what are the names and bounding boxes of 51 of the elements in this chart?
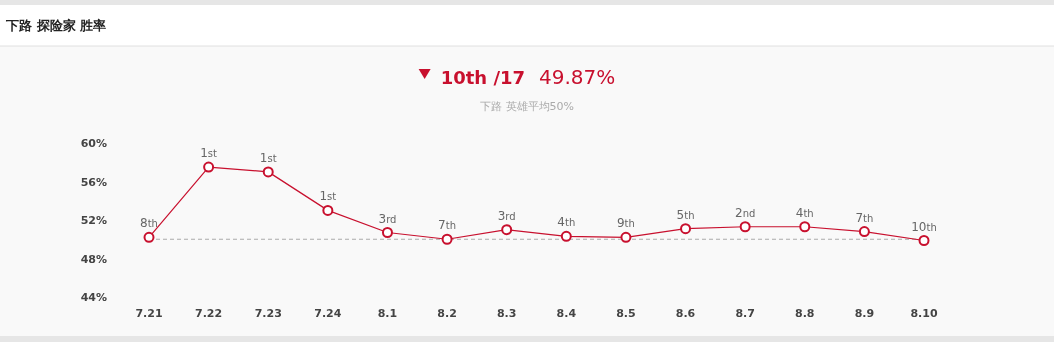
annotation: 10th [911, 219, 937, 234]
annotation: 2nd [734, 205, 756, 220]
point [799, 221, 811, 233]
x-tick-label: 7.21 [135, 307, 163, 320]
x-tick-label: 8.5 [616, 307, 636, 320]
y-tick-label: 56% [80, 175, 107, 189]
annotation: 4th [795, 205, 814, 220]
annotation: 8th [140, 216, 158, 231]
x-tick-label: 8.2 [437, 307, 457, 320]
annotation: 3rd [497, 208, 516, 223]
annotation: 1st [259, 150, 277, 165]
point [143, 231, 155, 243]
point [441, 233, 453, 245]
point [262, 166, 274, 178]
annotation: 7th [438, 218, 457, 233]
annotation: 4th [557, 215, 576, 230]
y-tick-label: 48% [80, 252, 107, 266]
x-tick-label: 8.1 [377, 307, 398, 320]
x-tick-label: 8.7 [735, 307, 755, 320]
annotation: 1st [200, 146, 218, 161]
point [381, 227, 393, 239]
point [203, 161, 215, 173]
y-tick-label: 52% [80, 214, 107, 227]
point [560, 230, 572, 242]
chart-title: 下路 探险家 胜率 [5, 18, 107, 33]
text: 49.87% [539, 65, 616, 89]
y-tick-label: 44% [80, 291, 107, 304]
x-tick-label: 8.8 [795, 307, 815, 320]
x-tick-label: 7.22 [195, 307, 223, 320]
x-tick-label: 8.4 [556, 307, 577, 320]
point [322, 204, 334, 216]
text: 10th /17 [440, 67, 525, 88]
annotation: 3rd [378, 211, 397, 226]
chart-subtitle: 下路 英雄平均50% [480, 100, 574, 113]
point [918, 235, 930, 246]
y-tick-label: 60% [80, 137, 107, 150]
annotation: 7th [855, 210, 874, 225]
annotation: 1st [319, 189, 337, 204]
annotation: 9th [616, 216, 635, 231]
point [501, 224, 513, 236]
x-tick-label: 8.10 [910, 307, 938, 320]
annotation: 5th [676, 207, 695, 222]
x-tick-label: 8.3 [496, 307, 517, 320]
point [858, 226, 870, 238]
x-tick-label: 7.24 [314, 307, 342, 320]
point [739, 221, 751, 233]
x-tick-label: 8.9 [854, 307, 875, 320]
point [680, 223, 692, 235]
x-tick-label: 7.23 [254, 307, 282, 320]
x-tick-label: 8.6 [675, 307, 696, 320]
point [620, 231, 632, 243]
